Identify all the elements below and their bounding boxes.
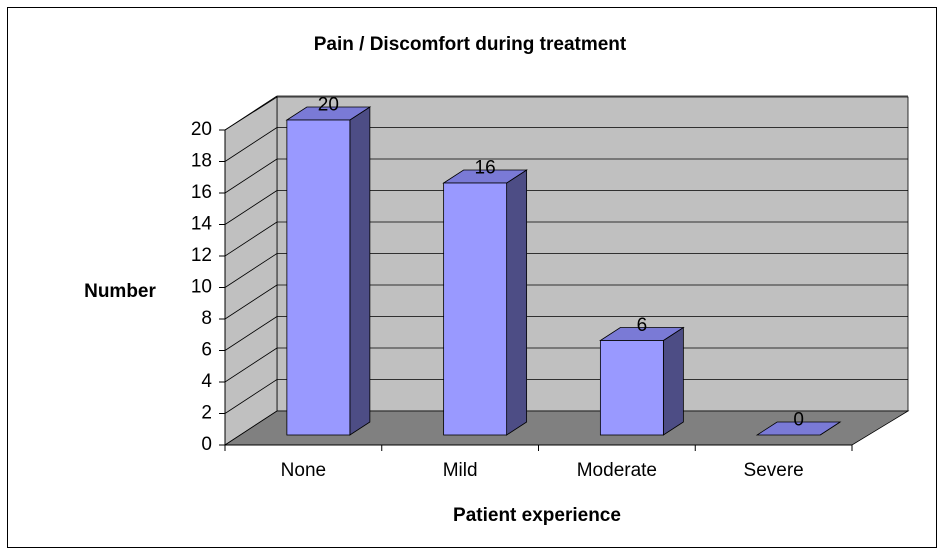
back-wall [276, 96, 909, 412]
grid-line [224, 316, 278, 351]
y-tick-label: 4 [201, 371, 212, 392]
bar [599, 340, 664, 436]
bar-side [662, 326, 684, 436]
bar [443, 182, 508, 436]
y-tick-label: 8 [201, 308, 212, 329]
x-tick-label: Severe [744, 460, 804, 481]
data-label: 16 [475, 158, 496, 179]
y-tick-label: 10 [191, 277, 212, 298]
y-tick-label: 14 [191, 214, 213, 235]
y-tick-label: 12 [191, 245, 212, 266]
grid-line [224, 284, 278, 320]
data-label: 6 [637, 315, 648, 336]
x-tick-label: None [281, 460, 326, 481]
x-tick-label: Moderate [577, 460, 657, 481]
y-tick-label: 18 [191, 151, 212, 172]
y-tick-label: 6 [201, 340, 212, 361]
bar [286, 119, 351, 436]
data-label: 20 [318, 95, 339, 116]
grid-line [224, 253, 278, 288]
y-axis-label: Number [84, 281, 156, 302]
grid-line [224, 158, 278, 194]
bar-side [506, 169, 528, 436]
y-tick-label: 0 [201, 434, 212, 455]
grid-line [224, 221, 278, 257]
grid-line [224, 379, 278, 414]
y-tick-label: 20 [191, 119, 212, 140]
grid-line [224, 347, 278, 383]
x-tick-label: Mild [443, 460, 478, 481]
chart-title: Pain / Discomfort during treatment [314, 34, 627, 55]
y-tick-label: 16 [191, 182, 212, 203]
side-wall [224, 96, 278, 446]
y-tick-label: 2 [201, 403, 212, 424]
grid-line [224, 190, 278, 225]
bar-top [755, 421, 842, 436]
data-label: 0 [793, 410, 804, 431]
grid-line [224, 95, 278, 131]
x-axis-label: Patient experience [453, 505, 621, 526]
bar-side [349, 106, 371, 436]
grid-line [224, 127, 278, 162]
